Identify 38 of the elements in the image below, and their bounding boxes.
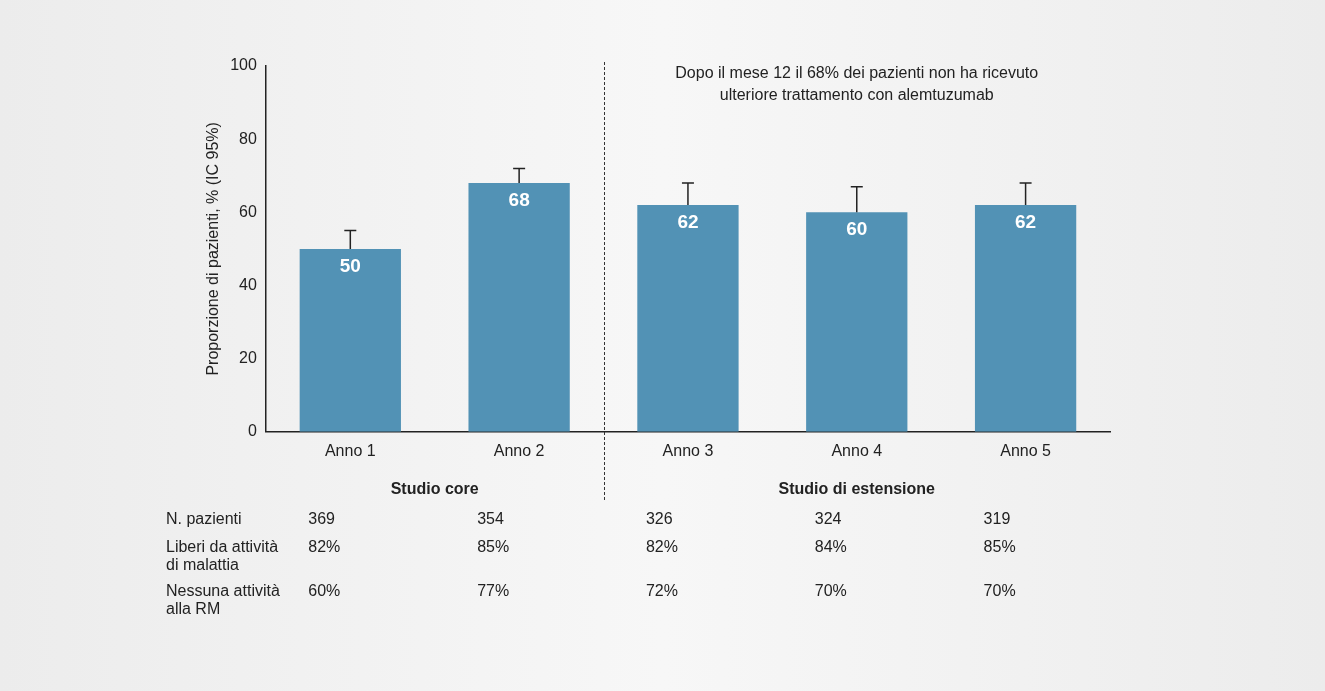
text: 369 <box>308 509 335 528</box>
data-label: 62 <box>677 210 699 232</box>
text: 60% <box>308 581 341 600</box>
x-tick-label: Anno 4 <box>831 441 883 459</box>
text: 324 <box>814 509 842 528</box>
data-label: 60 <box>846 218 868 240</box>
data-label: 68 <box>508 188 530 210</box>
y-tick-label: 0 <box>247 422 257 440</box>
text: 319 <box>983 509 1011 528</box>
text: 82% <box>645 537 678 556</box>
text: Liberi da attività di malattia <box>166 537 280 574</box>
text: Studio di estensione <box>777 479 936 498</box>
text: 354 <box>477 509 504 528</box>
y-tick-label: 80 <box>239 129 257 147</box>
y-tick-label: 40 <box>239 275 257 293</box>
text: Studio core <box>389 479 480 498</box>
text: 85% <box>477 537 510 556</box>
y-axis-title: Proporzione di pazienti, % (IC 95%) <box>204 122 222 376</box>
text: Nessuna attività alla RM <box>166 581 281 618</box>
text: 70% <box>814 581 847 600</box>
y-tick-label: 100 <box>230 56 257 74</box>
text: 326 <box>645 509 673 528</box>
text: N. pazienti <box>166 509 243 528</box>
x-tick-label: Anno 2 <box>493 441 545 459</box>
text: 72% <box>645 581 678 600</box>
x-tick-label: Anno 5 <box>1000 441 1052 459</box>
x-tick-label: Anno 3 <box>662 441 714 459</box>
y-tick-label: 20 <box>239 349 257 367</box>
text: 70% <box>983 581 1016 600</box>
annotation: Dopo il mese 12 il 68% dei pazienti non ha ricevuto ulteriore trattamento con alemtuzumab <box>674 63 1040 105</box>
x-tick-label: Anno 1 <box>324 441 376 459</box>
text: 85% <box>983 537 1016 556</box>
data-label: 50 <box>339 254 361 276</box>
text: 82% <box>308 537 341 556</box>
y-tick-label: 60 <box>239 202 257 220</box>
text: 84% <box>814 537 847 556</box>
data-label: 62 <box>1015 210 1037 232</box>
text: 77% <box>477 581 510 600</box>
